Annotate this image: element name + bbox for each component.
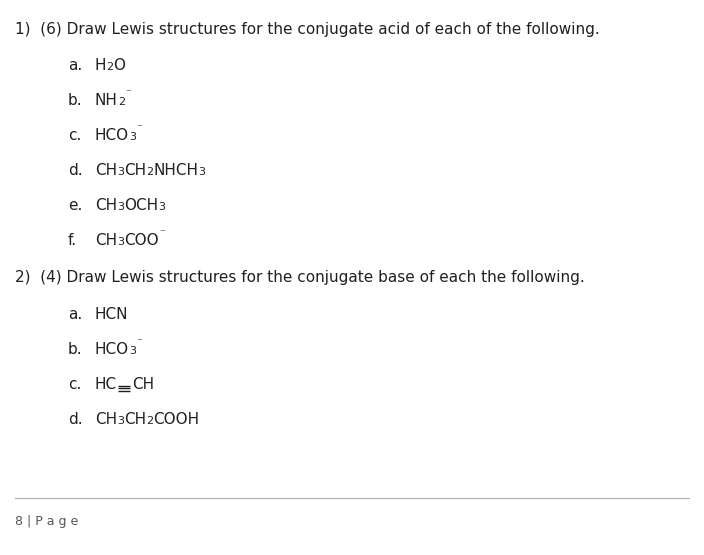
Text: 2: 2 [146,167,153,177]
Text: NH: NH [95,93,118,108]
Text: b.: b. [68,93,82,108]
Text: HC: HC [95,377,117,392]
Text: CH: CH [95,163,117,178]
Text: ⁻: ⁻ [136,123,142,133]
Text: HCO: HCO [95,128,129,143]
Text: a.: a. [68,58,82,73]
Text: COOH: COOH [153,412,199,427]
Text: 3: 3 [158,202,165,212]
Text: CH: CH [95,198,117,213]
Text: 2: 2 [146,416,153,426]
Text: c.: c. [68,128,82,143]
Text: 3: 3 [129,132,136,142]
Text: HCO: HCO [95,342,129,357]
Text: 3: 3 [117,416,124,426]
Point [114,382,122,389]
Text: 3: 3 [117,202,124,212]
Point [126,382,134,389]
Text: 2: 2 [118,97,125,107]
Text: ⁻: ⁻ [136,337,142,347]
Text: d.: d. [68,163,82,178]
Text: CH: CH [95,233,117,248]
Text: d.: d. [68,412,82,427]
Text: 3: 3 [117,167,124,177]
Text: NHCH: NHCH [153,163,199,178]
Text: HCN: HCN [95,307,129,322]
Text: CH: CH [124,163,146,178]
Text: 8 | P a g e: 8 | P a g e [15,515,78,528]
Text: c.: c. [68,377,82,392]
Point [126,387,134,394]
Text: O: O [113,58,125,73]
Text: H: H [95,58,106,73]
Text: COO: COO [124,233,158,248]
Text: 3: 3 [199,167,206,177]
Text: f.: f. [68,233,77,248]
Text: 3: 3 [129,346,136,356]
Point [114,385,122,391]
Text: 3: 3 [117,237,124,247]
Text: OCH: OCH [124,198,158,213]
Text: CH: CH [124,412,146,427]
Point [114,387,122,394]
Text: 1)  (6) Draw Lewis structures for the conjugate acid of each of the following.: 1) (6) Draw Lewis structures for the con… [15,22,600,37]
Text: ⁻: ⁻ [125,88,131,98]
Text: a.: a. [68,307,82,322]
Text: e.: e. [68,198,82,213]
Text: 2: 2 [106,62,113,72]
Text: CH: CH [95,412,117,427]
Point [126,385,134,391]
Text: b.: b. [68,342,82,357]
Text: 2)  (4) Draw Lewis structures for the conjugate base of each the following.: 2) (4) Draw Lewis structures for the con… [15,270,585,285]
Text: ⁻: ⁻ [158,228,165,238]
Text: CH: CH [132,377,154,392]
